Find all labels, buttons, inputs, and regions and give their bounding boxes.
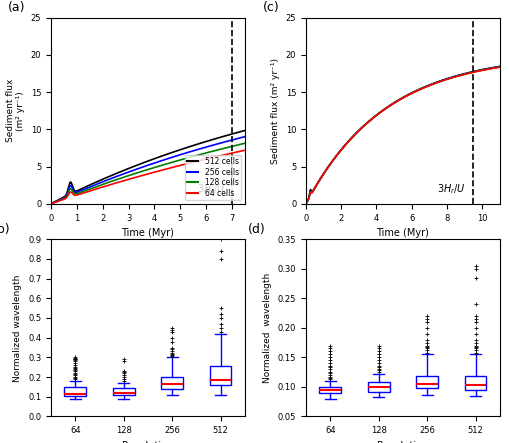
256 cells <box>200 145 206 151</box>
256 cells <box>312 183 318 189</box>
Line: 64 cells: 64 cells <box>51 150 244 204</box>
64 cells <box>48 201 54 206</box>
Text: (c): (c) <box>263 1 279 14</box>
Line: 512 cells: 512 cells <box>51 131 244 204</box>
128 cells <box>397 97 403 102</box>
Line: 128 cells: 128 cells <box>51 143 244 204</box>
512 cells <box>490 65 496 70</box>
512 cells <box>391 100 398 105</box>
64 cells <box>302 201 308 206</box>
512 cells <box>302 201 308 206</box>
512 cells <box>137 161 143 167</box>
PathPatch shape <box>64 387 86 396</box>
Y-axis label: Sediment flux (m² yr⁻¹): Sediment flux (m² yr⁻¹) <box>271 58 279 164</box>
256 cells <box>142 163 148 169</box>
X-axis label: Time (Myr): Time (Myr) <box>376 228 429 238</box>
PathPatch shape <box>415 376 437 388</box>
Y-axis label: Sediment flux
(m² yr⁻¹): Sediment flux (m² yr⁻¹) <box>6 79 25 143</box>
256 cells <box>391 100 398 105</box>
128 cells <box>490 65 496 70</box>
256 cells <box>490 65 496 70</box>
Text: $3H_r/U$: $3H_r/U$ <box>196 183 225 196</box>
128 cells <box>200 151 206 156</box>
256 cells <box>58 197 64 202</box>
512 cells <box>496 64 502 69</box>
128 cells <box>490 65 496 70</box>
512 cells <box>142 159 148 165</box>
512 cells <box>200 140 206 145</box>
64 cells <box>496 65 502 70</box>
64 cells <box>142 172 148 177</box>
Text: $3H_r/U$: $3H_r/U$ <box>437 183 465 196</box>
512 cells <box>397 97 403 102</box>
64 cells <box>137 173 143 179</box>
512 cells <box>236 129 242 135</box>
64 cells <box>236 149 242 154</box>
64 cells <box>241 148 247 153</box>
PathPatch shape <box>161 377 183 389</box>
64 cells <box>455 73 461 78</box>
128 cells <box>48 201 54 206</box>
256 cells <box>236 136 242 141</box>
X-axis label: Time (Myr): Time (Myr) <box>121 228 174 238</box>
128 cells <box>58 197 64 202</box>
Y-axis label: Normalized  wavelength: Normalized wavelength <box>263 273 272 383</box>
Legend: 512 cells, 256 cells, 128 cells, 64 cells: 512 cells, 256 cells, 128 cells, 64 cell… <box>184 155 241 200</box>
64 cells <box>200 157 206 162</box>
256 cells <box>455 73 461 78</box>
256 cells <box>241 134 247 140</box>
512 cells <box>236 129 242 135</box>
64 cells <box>312 183 318 189</box>
PathPatch shape <box>209 366 231 385</box>
PathPatch shape <box>112 389 134 395</box>
Text: (a): (a) <box>8 1 26 14</box>
128 cells <box>455 73 461 78</box>
512 cells <box>312 183 318 189</box>
128 cells <box>236 142 242 147</box>
64 cells <box>490 66 496 71</box>
Line: 256 cells: 256 cells <box>51 137 244 204</box>
64 cells <box>391 100 398 105</box>
256 cells <box>302 201 308 206</box>
128 cells <box>312 183 318 189</box>
64 cells <box>58 198 64 203</box>
128 cells <box>236 142 242 148</box>
Line: 512 cells: 512 cells <box>305 66 499 204</box>
256 cells <box>48 201 54 206</box>
Text: (b): (b) <box>0 223 11 236</box>
Y-axis label: Normalized wavelength: Normalized wavelength <box>13 274 22 381</box>
PathPatch shape <box>464 376 486 390</box>
Line: 64 cells: 64 cells <box>305 67 499 204</box>
128 cells <box>241 140 247 146</box>
Line: 256 cells: 256 cells <box>305 67 499 204</box>
PathPatch shape <box>319 387 341 393</box>
64 cells <box>397 97 403 102</box>
PathPatch shape <box>367 382 389 392</box>
512 cells <box>490 65 496 70</box>
64 cells <box>236 149 242 154</box>
512 cells <box>48 201 54 206</box>
64 cells <box>490 66 496 71</box>
X-axis label: Resolution: Resolution <box>377 441 428 443</box>
256 cells <box>397 97 403 102</box>
128 cells <box>302 201 308 206</box>
Text: (d): (d) <box>247 223 265 236</box>
128 cells <box>391 100 398 105</box>
512 cells <box>455 73 461 78</box>
256 cells <box>236 136 242 141</box>
128 cells <box>496 64 502 70</box>
512 cells <box>241 128 247 133</box>
256 cells <box>137 165 143 171</box>
128 cells <box>137 169 143 175</box>
256 cells <box>496 64 502 70</box>
512 cells <box>58 196 64 202</box>
Line: 128 cells: 128 cells <box>305 67 499 204</box>
128 cells <box>142 167 148 173</box>
256 cells <box>490 65 496 70</box>
X-axis label: Resolution: Resolution <box>122 441 173 443</box>
